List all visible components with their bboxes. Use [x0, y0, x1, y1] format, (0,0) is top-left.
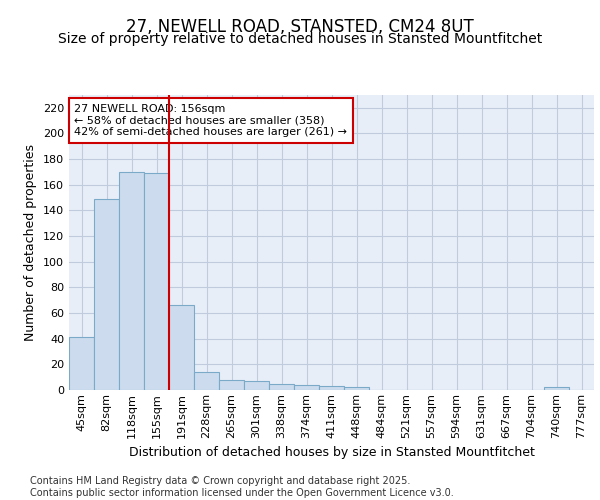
- Bar: [69, 338, 94, 390]
- Y-axis label: Number of detached properties: Number of detached properties: [25, 144, 37, 341]
- Bar: [219, 380, 244, 390]
- Bar: [294, 385, 319, 390]
- Bar: [94, 199, 119, 390]
- X-axis label: Distribution of detached houses by size in Stansted Mountfitchet: Distribution of detached houses by size …: [128, 446, 535, 459]
- Bar: [344, 388, 369, 390]
- Bar: [119, 172, 144, 390]
- Bar: [194, 372, 219, 390]
- Text: Contains HM Land Registry data © Crown copyright and database right 2025.
Contai: Contains HM Land Registry data © Crown c…: [30, 476, 454, 498]
- Bar: [144, 173, 169, 390]
- Bar: [244, 381, 269, 390]
- Bar: [169, 306, 194, 390]
- Text: 27 NEWELL ROAD: 156sqm
← 58% of detached houses are smaller (358)
42% of semi-de: 27 NEWELL ROAD: 156sqm ← 58% of detached…: [74, 104, 347, 137]
- Bar: [319, 386, 344, 390]
- Bar: [544, 388, 569, 390]
- Text: Size of property relative to detached houses in Stansted Mountfitchet: Size of property relative to detached ho…: [58, 32, 542, 46]
- Text: 27, NEWELL ROAD, STANSTED, CM24 8UT: 27, NEWELL ROAD, STANSTED, CM24 8UT: [126, 18, 474, 36]
- Bar: [269, 384, 294, 390]
